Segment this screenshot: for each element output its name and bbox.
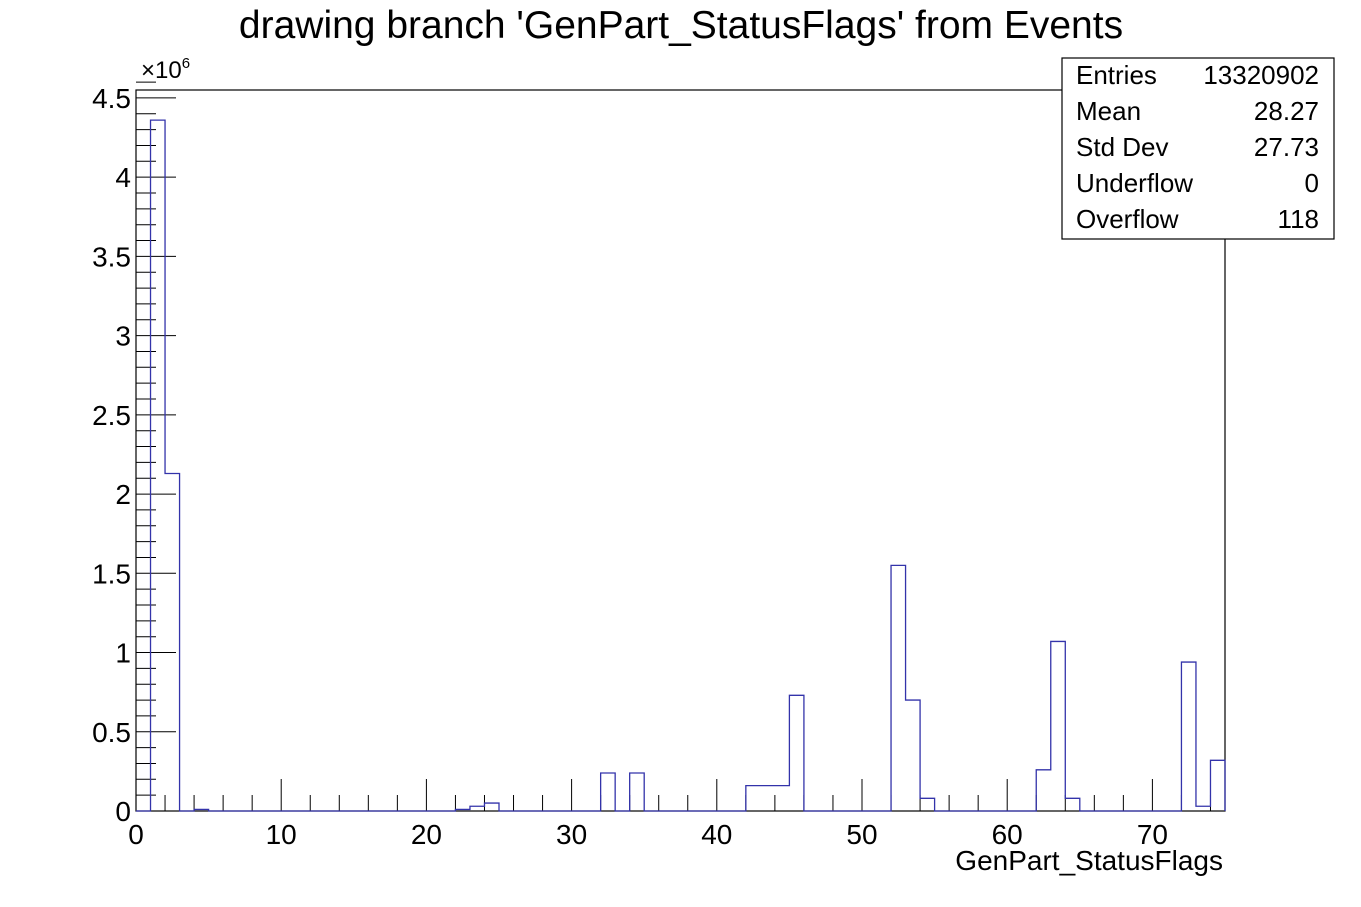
histogram-bin: [760, 786, 775, 811]
histogram-bin: [1181, 662, 1196, 811]
x-tick-label: 10: [266, 819, 297, 850]
y-tick-label: 2: [115, 479, 131, 510]
y-tick-label: 3.5: [92, 241, 131, 272]
histogram-bin: [630, 773, 645, 811]
histogram-bin: [746, 786, 761, 811]
stats-value: 118: [1278, 204, 1319, 234]
chart-title: drawing branch 'GenPart_StatusFlags' fro…: [239, 4, 1123, 47]
y-multiplier-base: ×10: [141, 57, 182, 84]
x-tick-label: 0: [128, 819, 144, 850]
stats-value: 0: [1305, 168, 1319, 198]
stats-rows: Entries 13320902 Mean 28.27 Std Dev 27.73 Unde…: [1076, 60, 1319, 234]
x-axis-label: GenPart_StatusFlags: [955, 845, 1223, 876]
histogram-bin: [789, 695, 804, 811]
stats-label: Overflow: [1076, 204, 1179, 234]
x-tick-label: 20: [411, 819, 442, 850]
histogram-bin: [470, 806, 485, 811]
stats-label: Entries: [1076, 60, 1157, 90]
y-tick-label: 0: [115, 796, 131, 827]
histogram-bin: [891, 565, 906, 811]
x-tick-label: 50: [846, 819, 877, 850]
stats-box: Entries 13320902 Mean 28.27 Std Dev 27.73 Unde…: [1061, 57, 1335, 240]
histogram-bin: [1065, 798, 1080, 811]
histogram-bin: [151, 120, 166, 811]
histogram-bin: [1196, 806, 1211, 811]
histogram-bin: [165, 473, 180, 811]
stats-label: Underflow: [1076, 168, 1193, 198]
histogram-bin: [484, 803, 499, 811]
stats-value: 28.27: [1254, 96, 1319, 126]
histogram-bin: [775, 786, 790, 811]
stats-label: Std Dev: [1076, 132, 1169, 162]
x-tick-label: 60: [992, 819, 1023, 850]
y-tick-label: 4: [115, 162, 131, 193]
histogram-bin: [906, 700, 921, 811]
stats-value: 27.73: [1254, 132, 1319, 162]
y-tick-label: 4.5: [92, 83, 131, 114]
axis-tick-labels: 0 10 20 30 40 50 60 70 0 0.5 1 1.5 2 2.5 3 3.5 4 4.5: [92, 83, 1168, 850]
stats-label: Mean: [1076, 96, 1141, 126]
histogram-bin: [1210, 760, 1225, 811]
y-multiplier: ×106: [141, 55, 190, 84]
histogram-bin: [920, 798, 935, 811]
axis-ticks: [135, 81, 1211, 812]
y-tick-label: 0.5: [92, 717, 131, 748]
histogram-outline: [136, 119, 1226, 812]
y-multiplier-exponent: 6: [182, 55, 190, 72]
x-tick-label: 70: [1137, 819, 1168, 850]
histogram-bin: [601, 773, 616, 811]
y-tick-label: 2.5: [92, 400, 131, 431]
y-tick-label: 1: [115, 638, 131, 669]
stats-box-frame: [1061, 57, 1335, 240]
y-tick-label: 1.5: [92, 558, 131, 589]
histogram-bin: [1036, 770, 1051, 811]
x-tick-label: 40: [701, 819, 732, 850]
histogram-bin: [1051, 641, 1066, 811]
stats-value: 13320902: [1203, 60, 1319, 90]
x-tick-label: 30: [556, 819, 587, 850]
y-tick-label: 3: [115, 321, 131, 352]
